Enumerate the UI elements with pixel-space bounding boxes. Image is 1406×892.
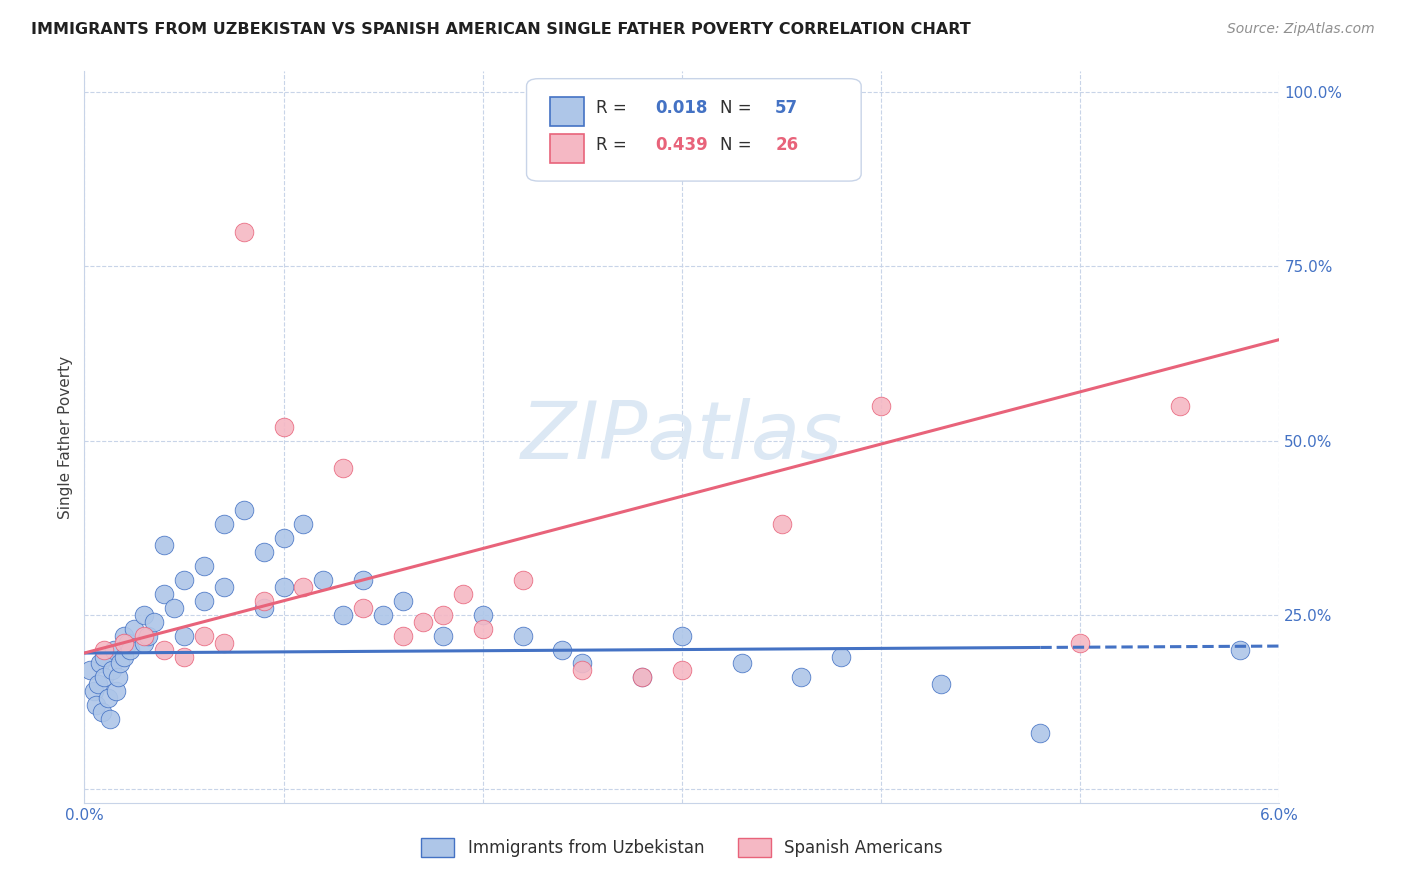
Point (512, 629, 534, 643)
Point (253, 545, 276, 559)
FancyBboxPatch shape (527, 78, 862, 181)
Point (671, 629, 693, 643)
Text: 0.439: 0.439 (655, 136, 709, 153)
Text: R =: R = (596, 99, 631, 117)
Point (93, 649, 115, 664)
Point (929, 677, 952, 691)
Text: N =: N = (720, 99, 756, 117)
Point (292, 517, 315, 532)
Text: ZIPatlas: ZIPatlas (520, 398, 844, 476)
Point (132, 607, 156, 622)
Text: N =: N = (720, 136, 756, 153)
Text: 26: 26 (775, 136, 799, 153)
Point (471, 607, 494, 622)
Point (103, 642, 125, 657)
Point (671, 664, 693, 678)
Point (512, 573, 534, 587)
Point (87, 677, 110, 691)
Point (253, 594, 276, 608)
Text: IMMIGRANTS FROM UZBEKISTAN VS SPANISH AMERICAN SINGLE FATHER POVERTY CORRELATION: IMMIGRANTS FROM UZBEKISTAN VS SPANISH AM… (31, 22, 970, 37)
Point (93, 642, 115, 657)
Point (292, 580, 315, 594)
Bar (551, 134, 583, 163)
Point (193, 558, 215, 573)
Point (212, 580, 235, 594)
Point (212, 635, 235, 649)
Point (93, 670, 115, 684)
Legend: Immigrants from Uzbekistan, Spanish Americans: Immigrants from Uzbekistan, Spanish Amer… (415, 831, 949, 864)
Point (136, 629, 159, 643)
Point (173, 629, 195, 643)
Point (273, 419, 295, 434)
Point (212, 517, 235, 532)
Point (91, 705, 114, 719)
Point (332, 607, 354, 622)
Point (571, 664, 593, 678)
Point (1069, 635, 1091, 649)
Point (173, 573, 195, 587)
Point (232, 503, 254, 517)
Point (731, 657, 754, 671)
Point (193, 594, 215, 608)
Point (412, 615, 434, 629)
Point (101, 664, 124, 678)
Point (830, 649, 852, 664)
Point (86, 698, 108, 713)
Point (312, 573, 335, 587)
Point (1029, 726, 1052, 740)
Point (110, 657, 132, 671)
Point (132, 635, 156, 649)
Point (551, 642, 574, 657)
Point (89, 657, 111, 671)
Point (253, 600, 276, 615)
Point (163, 600, 186, 615)
Point (143, 615, 166, 629)
Point (332, 461, 354, 475)
Text: Source: ZipAtlas.com: Source: ZipAtlas.com (1227, 22, 1375, 37)
Point (117, 635, 139, 649)
Point (432, 629, 454, 643)
Point (153, 538, 176, 552)
Point (120, 642, 142, 657)
Point (1229, 642, 1251, 657)
Y-axis label: Single Father Poverty: Single Father Poverty (58, 356, 73, 518)
Point (352, 600, 374, 615)
Point (471, 622, 494, 636)
Point (432, 607, 454, 622)
Point (112, 629, 135, 643)
Point (571, 657, 593, 671)
Point (83, 684, 105, 698)
Point (770, 517, 793, 532)
Point (112, 649, 135, 664)
Point (173, 649, 195, 664)
Point (79, 664, 101, 678)
Point (232, 225, 254, 239)
Point (112, 635, 135, 649)
Point (193, 629, 215, 643)
Point (1168, 399, 1191, 413)
Text: R =: R = (596, 136, 631, 153)
Point (392, 629, 415, 643)
Point (790, 670, 813, 684)
Point (392, 594, 415, 608)
Text: 57: 57 (775, 99, 799, 117)
Point (373, 607, 395, 622)
Point (122, 622, 145, 636)
Point (352, 573, 374, 587)
Point (870, 399, 893, 413)
Bar (551, 97, 583, 127)
Point (97, 691, 120, 706)
Text: 0.018: 0.018 (655, 99, 709, 117)
Point (631, 670, 654, 684)
Point (273, 580, 295, 594)
Point (153, 642, 176, 657)
Point (98, 712, 121, 726)
Point (631, 670, 654, 684)
Point (273, 531, 295, 545)
Point (105, 684, 128, 698)
Point (153, 587, 176, 601)
Point (451, 587, 474, 601)
Point (107, 670, 129, 684)
Point (132, 629, 156, 643)
